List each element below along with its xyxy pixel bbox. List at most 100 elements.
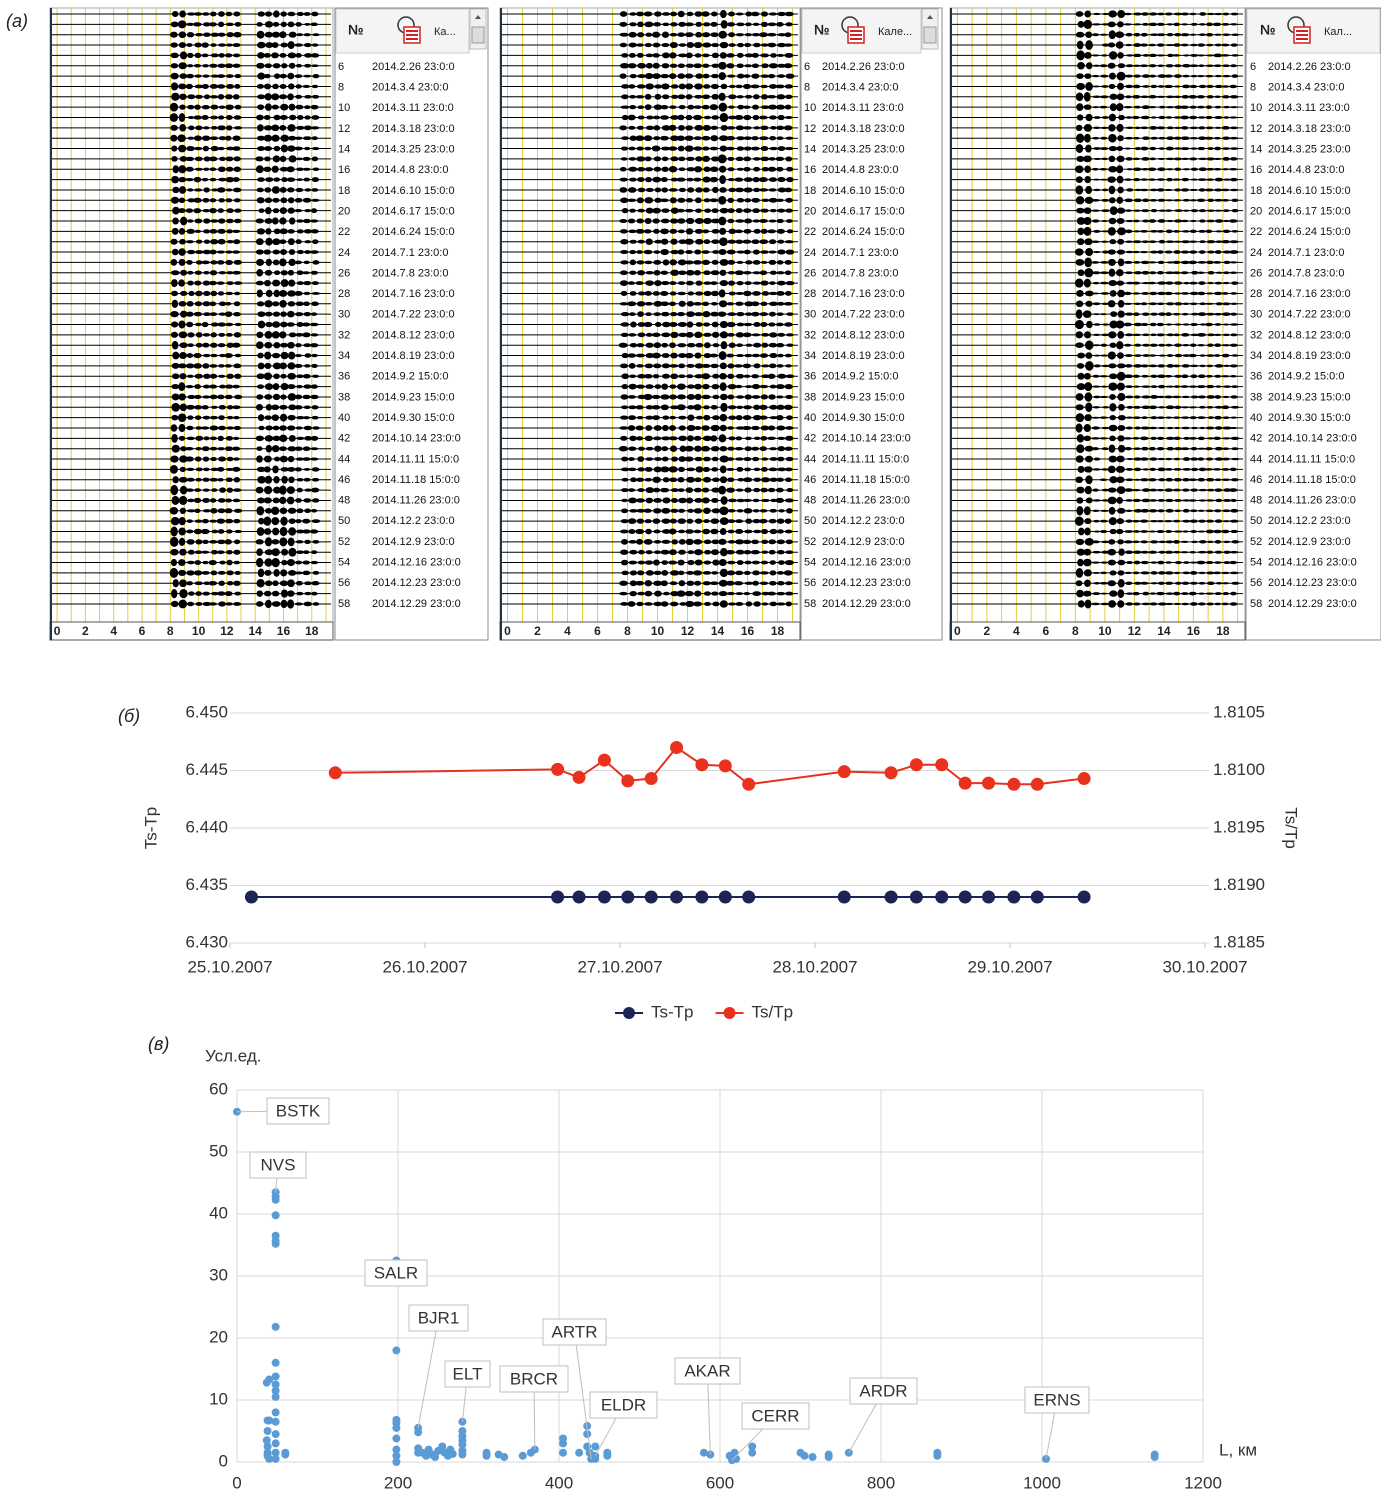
trace-burst — [727, 354, 735, 358]
trace-burst — [172, 352, 179, 360]
trace-burst — [218, 456, 226, 461]
trace-burst — [256, 601, 263, 607]
trace-burst — [785, 530, 793, 534]
trace-burst — [645, 487, 654, 493]
trace-burst — [288, 270, 294, 276]
trace-burst — [702, 311, 710, 317]
trace-burst — [225, 156, 233, 161]
trace-burst — [644, 229, 652, 233]
trace-burst — [218, 405, 226, 410]
trace-burst — [662, 457, 669, 462]
row-number: 32 — [1250, 329, 1262, 341]
trace-burst — [695, 560, 703, 566]
trace-burst — [1198, 551, 1207, 554]
trace-burst — [744, 582, 753, 585]
row-number: 16 — [804, 164, 816, 176]
trace-burst — [179, 342, 187, 348]
trace-burst — [777, 354, 784, 358]
trace-burst — [1189, 437, 1197, 440]
point — [272, 1240, 280, 1248]
trace-burst — [1117, 239, 1124, 245]
trace-burst — [1174, 281, 1182, 284]
trace-burst — [1100, 282, 1109, 285]
trace-burst — [703, 581, 711, 585]
trace-burst — [272, 321, 280, 328]
trace-burst — [1223, 592, 1229, 595]
trace-burst — [1197, 448, 1206, 450]
trace-burst — [751, 198, 760, 203]
trace-burst — [1117, 508, 1125, 514]
trace-burst — [753, 343, 761, 348]
trace-burst — [785, 12, 794, 16]
trace-burst — [257, 84, 264, 89]
trace-burst — [1159, 551, 1166, 554]
trace-burst — [785, 426, 794, 430]
trace-burst — [702, 156, 710, 162]
trace-burst — [1133, 364, 1142, 368]
trace-burst — [1157, 499, 1165, 502]
trace-burst — [744, 177, 753, 182]
trace-burst — [1181, 147, 1190, 150]
trace-burst — [273, 383, 280, 390]
trace-burst — [702, 64, 709, 68]
trace-burst — [660, 271, 668, 275]
trace-burst — [234, 115, 242, 119]
trace-burst — [1198, 158, 1207, 160]
trace-burst — [744, 508, 753, 513]
trace-burst — [1124, 303, 1132, 305]
x-tick-label: 14 — [248, 624, 262, 638]
trace-burst — [218, 33, 226, 37]
trace-burst — [720, 528, 727, 535]
trace-burst — [1189, 106, 1197, 109]
trace-burst — [669, 302, 676, 306]
trace-burst — [711, 94, 718, 100]
trace-burst — [1077, 559, 1084, 567]
trace-burst — [1188, 261, 1197, 265]
trace-burst — [265, 11, 272, 16]
trace-burst — [257, 476, 266, 484]
trace-burst — [264, 300, 272, 307]
trace-burst — [1075, 476, 1083, 483]
trace-burst — [304, 64, 311, 68]
trace-burst — [1230, 178, 1238, 182]
trace-burst — [1167, 126, 1174, 129]
trace-burst — [719, 187, 726, 193]
trace-burst — [1101, 292, 1110, 295]
trace-burst — [768, 188, 776, 191]
trace-burst — [281, 270, 288, 275]
trace-burst — [218, 94, 224, 100]
trace-burst — [628, 147, 635, 151]
trace-burst — [620, 302, 629, 305]
row-date: 2014.7.22 23:0:0 — [822, 309, 905, 321]
trace-burst — [1166, 509, 1174, 513]
trace-burst — [685, 209, 694, 213]
trace-burst — [311, 105, 319, 110]
trace-burst — [1148, 168, 1156, 171]
trace-burst — [627, 353, 636, 357]
trace-burst — [193, 353, 201, 358]
trace-burst — [784, 570, 793, 575]
trace-burst — [1182, 468, 1191, 471]
trace-burst — [296, 84, 302, 88]
trace-burst — [226, 529, 233, 533]
y-tick-label: 0 — [219, 1451, 228, 1470]
trace-burst — [195, 456, 202, 461]
trace-burst — [669, 416, 676, 420]
trace-burst — [620, 250, 628, 254]
trace-burst — [760, 446, 767, 451]
trace-burst — [629, 53, 636, 58]
trace-burst — [1140, 96, 1149, 99]
trace-burst — [1181, 447, 1190, 450]
trace-burst — [775, 157, 784, 161]
trace-burst — [678, 271, 687, 275]
trace-burst — [312, 602, 319, 606]
trace-burst — [312, 74, 319, 78]
trace-burst — [654, 540, 661, 544]
trace-burst — [170, 113, 178, 122]
trace-burst — [784, 63, 793, 68]
trace-burst — [778, 560, 785, 565]
trace-burst — [256, 332, 263, 339]
trace-burst — [669, 394, 677, 399]
trace-burst — [1125, 354, 1133, 357]
trace-burst — [281, 600, 288, 608]
